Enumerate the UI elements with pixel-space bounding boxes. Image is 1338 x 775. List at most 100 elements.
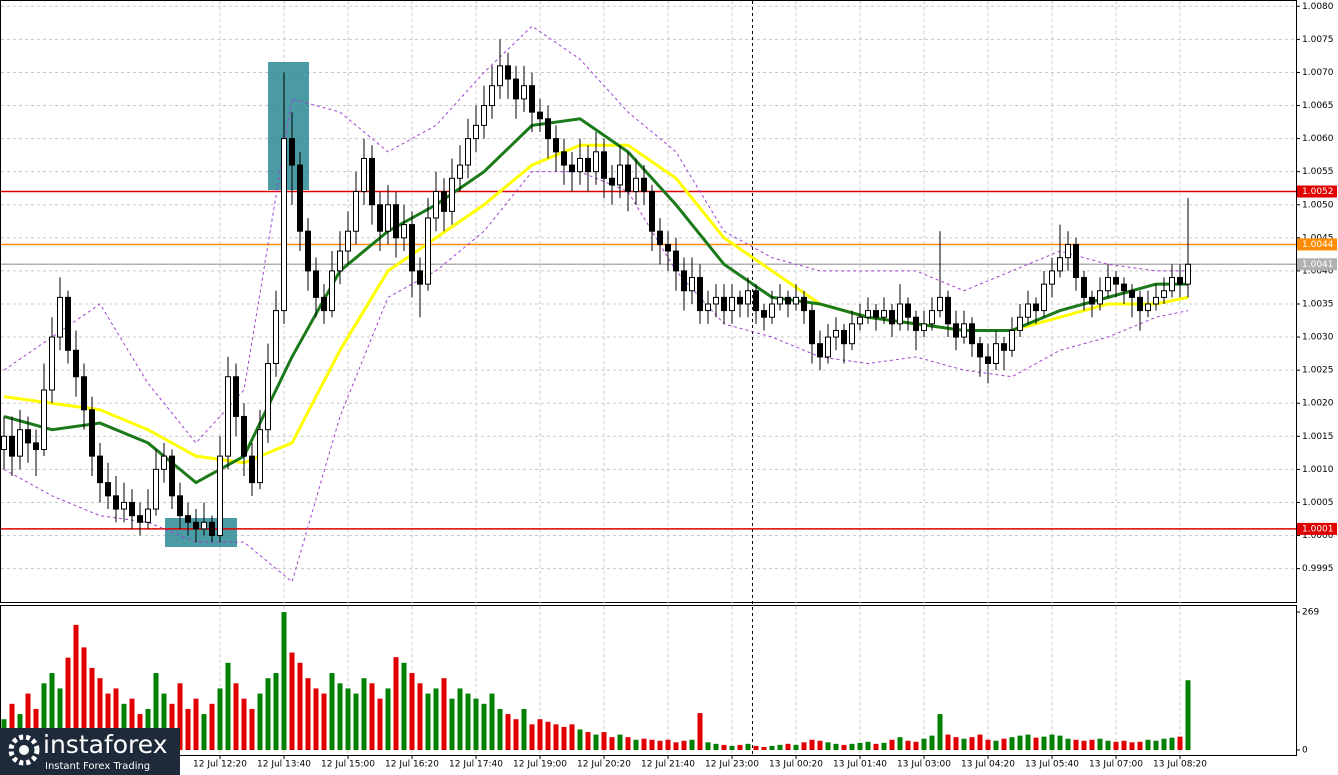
candle-body [657,230,663,245]
volume-bar [785,743,791,750]
volume-bar [305,678,311,750]
indicator-line [3,171,1189,583]
volume-bar [753,745,759,750]
candle-body [1065,243,1071,259]
y-tick-label: 1.0045 [1302,233,1334,243]
candle-body [745,290,751,305]
x-tick-label: 12 Jul 20:20 [577,760,631,770]
volume-bar [49,673,55,750]
volume-bar [761,746,767,750]
candle-body [337,250,343,272]
volume-bar [1113,741,1119,750]
volume-bar [385,688,391,750]
x-tick-label: 13 Jul 04:20 [961,760,1015,770]
candle-body [601,151,607,179]
x-tick-label: 13 Jul 05:40 [1025,760,1079,770]
candle-body [713,296,719,305]
candle-body [737,296,743,305]
candle-body [345,230,351,252]
candle-body [689,277,695,292]
candle-body [433,191,439,219]
candle-body [489,85,495,107]
candle-body [897,303,903,325]
volume-bar [577,729,583,750]
volume-bar [273,673,279,750]
candle-body [985,356,991,365]
volume-bar [297,662,303,750]
candle-body [857,316,863,325]
volume-bar [449,698,455,750]
candle-body [633,177,639,193]
candle-body [185,515,191,523]
volume-bar [465,693,471,750]
candle-body [1185,263,1191,285]
candle-body [313,270,319,298]
candle-body [193,521,199,530]
volume-bar [265,678,271,750]
volume-bar [545,721,551,750]
volume-bar [1033,737,1039,750]
volume-bar [1001,738,1007,750]
volume-bar [985,739,991,750]
volume-bar [89,667,95,750]
x-tick-label: 12 Jul 13:40 [257,760,311,770]
candle-body [65,296,71,351]
y-tick-label: 1.0075 [1302,35,1334,45]
volume-bar [241,698,247,750]
volume-bar [945,734,951,750]
volume-bar [953,737,959,750]
volume-bar [1097,738,1103,750]
volume-bar [897,737,903,750]
y-tick-label: 1.0025 [1302,366,1334,376]
candle-body [577,157,583,173]
candle-body [401,224,407,239]
y-tick-label: 1.0070 [1302,68,1334,78]
volume-bar [201,714,207,750]
volume-bar [1137,741,1143,750]
y-tick-label: 1.0030 [1302,333,1334,343]
candle-body [457,164,463,179]
candle-body [945,296,951,325]
volume-bar [769,745,775,750]
candle-body [1105,277,1111,292]
logo-tagline: Instant Forex Trading [45,761,150,772]
volume-bar [657,740,663,750]
volume-bar [913,741,919,750]
candle-body [1153,296,1159,305]
volume-bar [497,708,503,750]
volume-bar [97,678,103,750]
candle-body [569,164,575,173]
volume-bar [473,698,479,750]
candle-body [801,296,807,312]
candle-body [721,296,727,312]
volume-bar [233,683,239,750]
price-panel [0,0,1297,603]
candle-body [521,85,527,100]
candle-body [673,250,679,272]
candle-body [961,323,967,338]
candle-body [225,376,231,457]
candle-body [265,363,271,431]
candle-body [89,409,95,457]
volume-bar [889,739,895,750]
candle-body [505,65,511,80]
candle-body [769,303,775,318]
volume-bar [745,743,751,750]
candle-body [33,442,39,451]
volume-bar [553,724,559,750]
y-tick-label: 1.0000 [1302,531,1334,541]
candle-body [665,243,671,252]
candle-body [177,495,183,517]
price-label-bg [1297,185,1337,198]
volume-bar [881,742,887,750]
volume-bar [561,726,567,750]
y-tick-label: 1.0035 [1302,299,1334,309]
candle-body [49,336,55,391]
candle-body [17,429,23,457]
volume-bar [225,662,231,750]
candle-body [153,468,159,510]
volume-bar [1065,738,1071,750]
volume-bar [1185,680,1191,750]
candle-body [1057,257,1063,272]
volume-bar [1153,740,1159,750]
